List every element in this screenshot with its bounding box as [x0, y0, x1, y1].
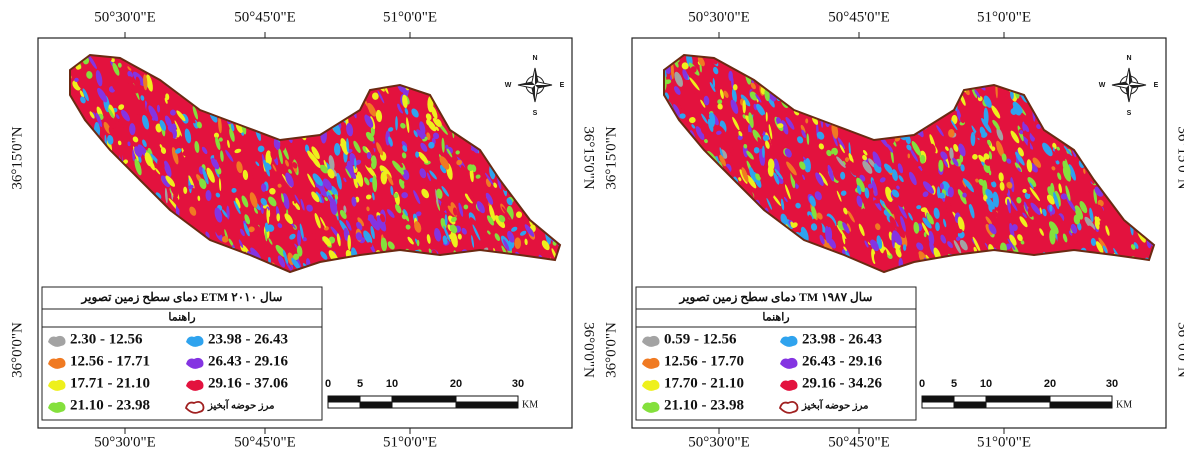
left-coordinate: 36°0'0"N — [9, 322, 25, 378]
compass-letter: N — [532, 55, 537, 62]
legend-label: 12.56 - 17.70 — [664, 353, 744, 369]
top-coordinate: 50°45'0"E — [828, 9, 890, 25]
scale-label: 10 — [386, 378, 398, 390]
scale-segment — [954, 402, 986, 408]
scale-label: 30 — [512, 378, 524, 390]
left-coordinate: 36°15'0"N — [603, 126, 619, 189]
legend-label: مرز حوضه آبخیز — [801, 398, 868, 411]
compass-letter: W — [1099, 82, 1106, 89]
scale-segment — [392, 402, 456, 408]
right-coordinate: 36°15'0"N — [581, 126, 597, 189]
scale-segment — [954, 396, 986, 402]
legend: دمای سطح زمین تصویر ETM سال ۲۰۱۰ راهنما 2.… — [42, 287, 322, 420]
legend-swatch — [186, 402, 204, 413]
scale-segment — [392, 396, 456, 402]
legend-title: دمای سطح زمین تصویر TM سال ۱۹۸۷ — [679, 290, 873, 305]
compass-letter: W — [505, 82, 512, 89]
compass-letter: E — [560, 82, 565, 89]
legend-label: 2.30 - 12.56 — [70, 331, 143, 347]
raster-patch — [948, 129, 955, 137]
scale-label: 0 — [325, 378, 331, 390]
map-panel: 50°30'0"E 50°45'0"E 51°0'0"E 50°30'0"E 50°45… — [9, 9, 596, 450]
bottom-coordinate: 51°0'0"E — [383, 434, 437, 450]
scale-label: 30 — [1106, 378, 1118, 390]
scale-segment — [328, 402, 360, 408]
scale-label: 20 — [1044, 378, 1056, 390]
legend-label: 21.10 - 23.98 — [664, 397, 744, 413]
legend-subtitle: راهنما — [762, 312, 789, 324]
scale-segment — [986, 396, 1050, 402]
compass-letter: S — [533, 110, 538, 117]
scale-segment — [360, 396, 392, 402]
legend-label: 21.10 - 23.98 — [70, 397, 150, 413]
scale-label: 20 — [450, 378, 462, 390]
map-panel: 50°30'0"E 50°45'0"E 51°0'0"E 50°30'0"E 50°45… — [603, 9, 1184, 450]
scale-segment — [456, 396, 518, 402]
scale-label: 0 — [919, 378, 925, 390]
legend-label: 29.16 - 37.06 — [208, 375, 288, 391]
top-coordinate: 50°45'0"E — [234, 9, 296, 25]
legend-label: مرز حوضه آبخیز — [207, 398, 274, 411]
figure: 50°30'0"E 50°45'0"E 51°0'0"E 50°30'0"E 50°45… — [0, 0, 1184, 457]
right-coordinate: 36°0'0"N — [1175, 322, 1184, 378]
top-coordinate: 51°0'0"E — [383, 9, 437, 25]
compass-letter: N — [1126, 55, 1131, 62]
scale-label: 10 — [980, 378, 992, 390]
scale-unit: KM — [1116, 399, 1132, 410]
scale-segment — [328, 396, 360, 402]
scale-segment — [922, 396, 954, 402]
bottom-coordinate: 50°45'0"E — [828, 434, 890, 450]
top-coordinate: 51°0'0"E — [977, 9, 1031, 25]
left-coordinate: 36°15'0"N — [9, 126, 25, 189]
right-coordinate: 36°0'0"N — [581, 322, 597, 378]
raster-patch — [401, 192, 408, 198]
scale-segment — [456, 402, 518, 408]
scale-segment — [986, 402, 1050, 408]
top-coordinate: 50°30'0"E — [688, 9, 750, 25]
legend-label: 26.43 - 29.16 — [802, 353, 882, 369]
scale-unit: KM — [522, 399, 538, 410]
legend-subtitle: راهنما — [168, 312, 195, 324]
left-coordinate: 36°0'0"N — [603, 322, 619, 378]
legend-label: 26.43 - 29.16 — [208, 353, 288, 369]
top-coordinate: 50°30'0"E — [94, 9, 156, 25]
scale-segment — [922, 402, 954, 408]
compass-letter: E — [1154, 82, 1159, 89]
legend-label: 23.98 - 26.43 — [802, 331, 882, 347]
scale-label: 5 — [951, 378, 957, 390]
scale-segment — [360, 402, 392, 408]
raster-patch — [679, 113, 685, 118]
bottom-coordinate: 50°30'0"E — [688, 434, 750, 450]
legend: دمای سطح زمین تصویر TM سال ۱۹۸۷ راهنما 0.5… — [636, 287, 916, 420]
scale-segment — [1050, 402, 1112, 408]
legend-label: 0.59 - 12.56 — [664, 331, 737, 347]
bottom-coordinate: 50°45'0"E — [234, 434, 296, 450]
legend-label: 17.70 - 21.10 — [664, 375, 744, 391]
legend-label: 12.56 - 17.71 — [70, 353, 150, 369]
bottom-coordinate: 50°30'0"E — [94, 434, 156, 450]
legend-swatch — [780, 402, 798, 413]
right-coordinate: 36°15'0"N — [1175, 126, 1184, 189]
bottom-coordinate: 51°0'0"E — [977, 434, 1031, 450]
legend-label: 17.71 - 21.10 — [70, 375, 150, 391]
legend-title: دمای سطح زمین تصویر ETM سال ۲۰۱۰ — [81, 290, 283, 305]
compass-letter: S — [1127, 110, 1132, 117]
scale-label: 5 — [357, 378, 363, 390]
legend-label: 23.98 - 26.43 — [208, 331, 288, 347]
scale-segment — [1050, 396, 1112, 402]
legend-label: 29.16 - 34.26 — [802, 375, 882, 391]
